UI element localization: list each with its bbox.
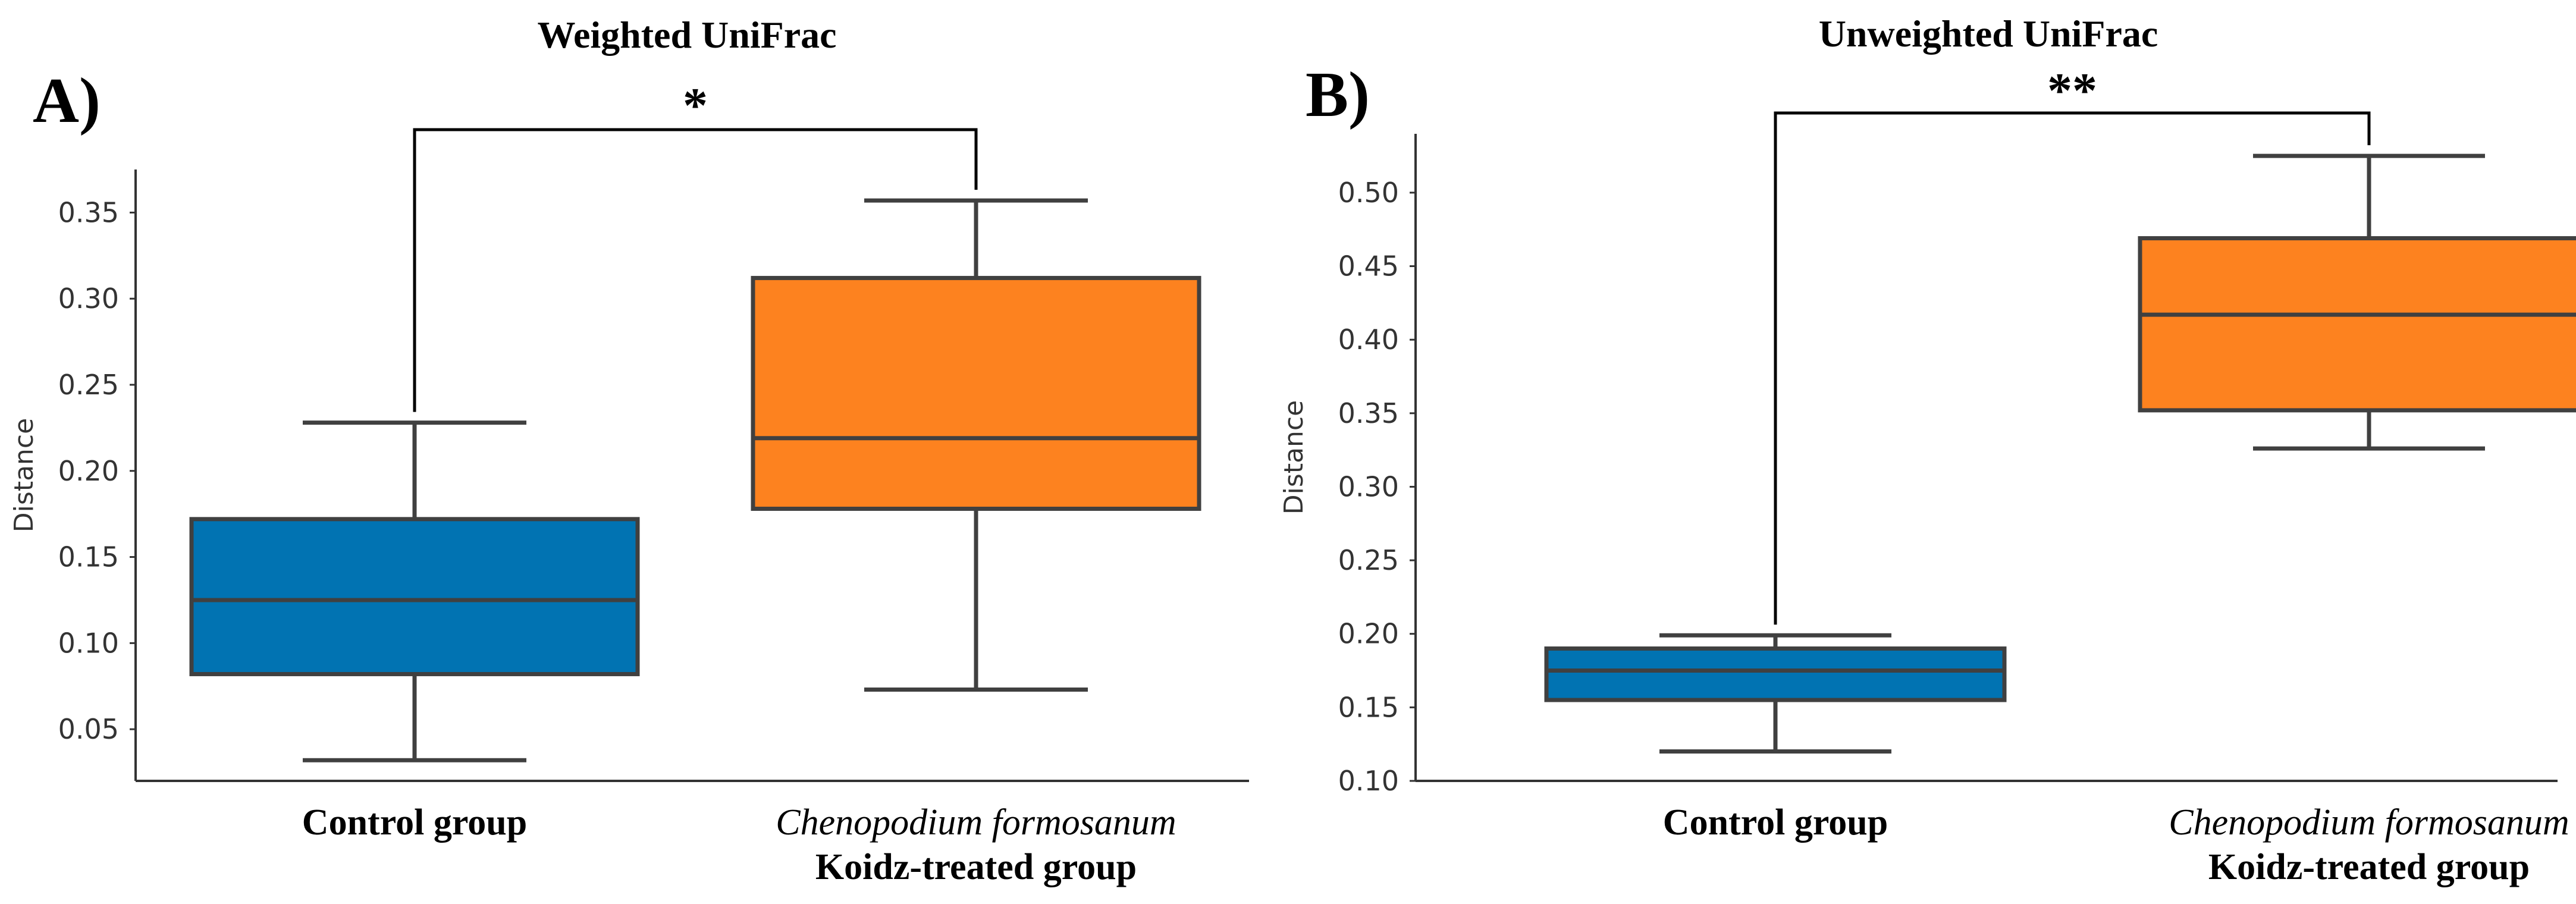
y-tick-label: 0.25 [58,369,119,401]
category-label-line2: Koidz-treated group [2208,847,2530,887]
box-0 [1544,633,2007,754]
y-tick-label: 0.35 [1338,397,1399,429]
significance-marker: ** [2047,63,2097,118]
y-tick-label: 0.10 [1338,765,1399,797]
panel-a: Weighted UniFrac A) Distance 0.05 0.10 0.15 0.… [9,14,1249,887]
iqr-box [751,275,1201,511]
y-axis-label: Distance [1279,400,1309,514]
category-label-line2: Koidz-treated group [815,847,1137,887]
y-tick-label: 0.50 [1338,177,1399,209]
y-tick-label: 0.20 [58,455,119,487]
y-tick-label: 0.05 [58,713,119,745]
chart-title: Unweighted UniFrac [1819,12,2158,55]
chart-title: Weighted UniFrac [537,14,836,56]
significance-bracket [1774,111,2371,625]
y-tick-label: 0.30 [1338,470,1399,503]
panel-label: A) [33,65,101,136]
y-tick-label: 0.35 [58,196,119,228]
y-tick-label: 0.20 [1338,618,1399,650]
y-tick-label: 0.45 [1338,250,1399,282]
y-tick-label: 0.10 [58,627,119,659]
iqr-box [1544,646,2007,702]
box-1 [2138,153,2576,451]
y-tick-label: 0.40 [1338,324,1399,356]
y-tick-label: 0.15 [1338,691,1399,723]
iqr-box [189,517,640,676]
box-0 [189,420,640,762]
significance-marker: * [683,78,708,133]
y-tick-label: 0.25 [1338,544,1399,576]
y-tick-label: 0.15 [58,541,119,573]
panel-b: Unweighted UniFrac B) Distance 0.10 0.15 0.20… [1279,12,2576,887]
y-tick-label: 0.30 [58,282,119,315]
category-label: Control group [1663,802,1888,843]
box-1 [751,198,1201,692]
iqr-box [2138,236,2576,413]
category-label: Chenopodium formosanum [776,802,1176,843]
y-axis-label: Distance [9,418,39,532]
panel-label: B) [1306,59,1370,130]
significance-bracket [413,128,978,412]
category-label: Chenopodium formosanum [2169,802,2569,843]
category-label: Control group [302,802,527,843]
